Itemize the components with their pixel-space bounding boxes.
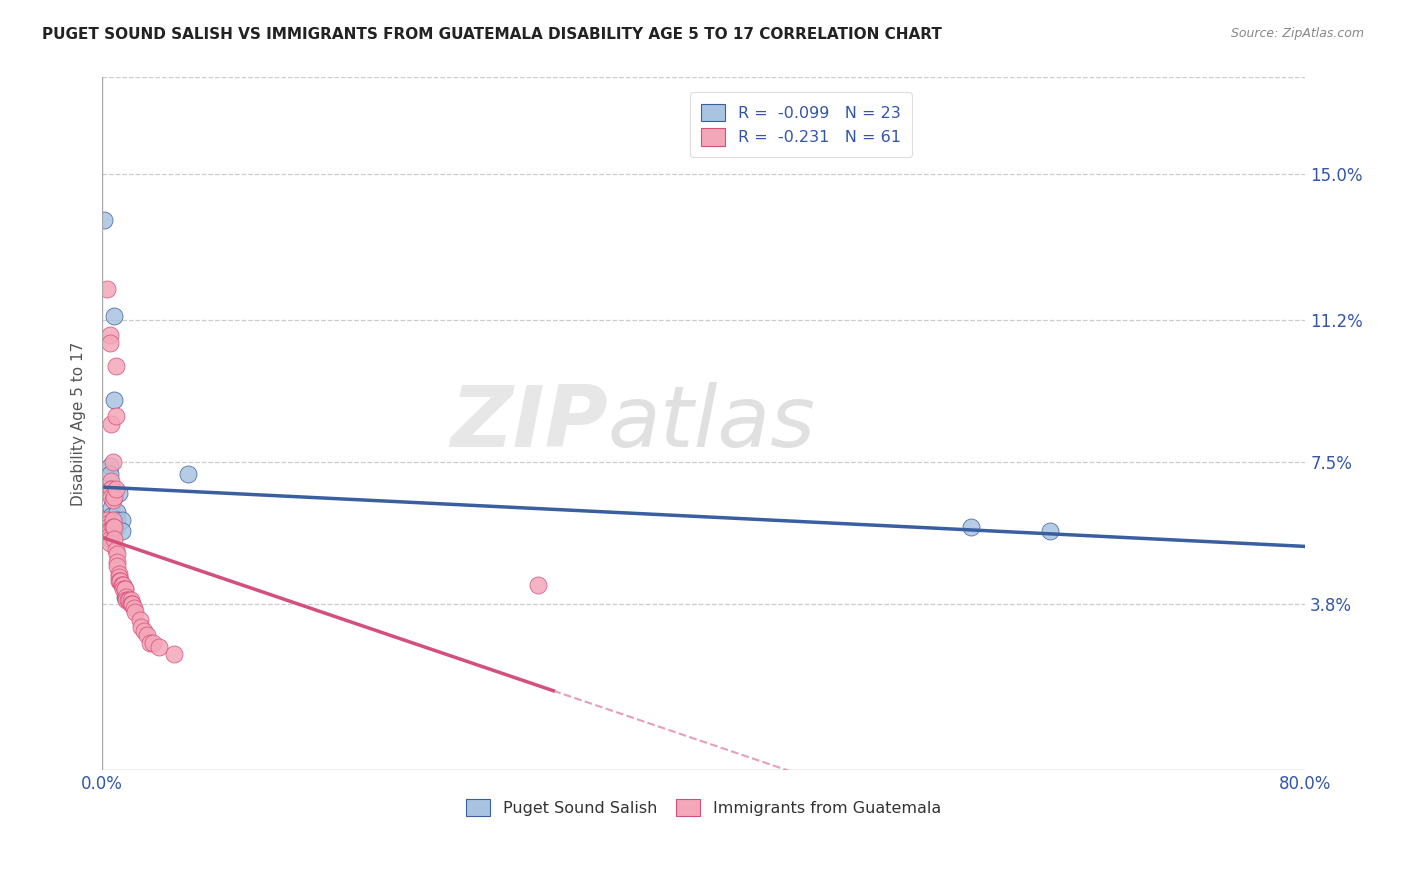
Point [960, 520, 983, 534]
Point [105, 505, 128, 519]
Point [114, 582, 136, 596]
Point [100, 501, 122, 516]
Text: Source: ZipAtlas.com: Source: ZipAtlas.com [1230, 27, 1364, 40]
Point [103, 513, 125, 527]
Point [117, 593, 139, 607]
Point [105, 520, 128, 534]
Point [105, 555, 128, 569]
Point [97, 520, 120, 534]
Point [120, 597, 142, 611]
Point [120, 593, 142, 607]
Point [112, 578, 135, 592]
Point [163, 648, 186, 662]
Point [100, 490, 122, 504]
Point [110, 574, 132, 589]
Point [527, 578, 550, 592]
Point [104, 543, 127, 558]
Point [118, 593, 141, 607]
Point [96, 516, 118, 531]
Point [98, 532, 121, 546]
Point [105, 547, 128, 561]
Point [98, 458, 121, 473]
Point [122, 601, 145, 615]
Point [114, 590, 136, 604]
Point [98, 335, 121, 350]
Point [103, 490, 125, 504]
Point [100, 474, 122, 488]
Point [177, 467, 200, 481]
Point [105, 558, 128, 573]
Point [104, 359, 127, 373]
Point [136, 628, 159, 642]
Point [101, 513, 124, 527]
Point [121, 597, 143, 611]
Point [112, 582, 135, 596]
Point [107, 485, 129, 500]
Point [131, 620, 153, 634]
Point [96, 282, 118, 296]
Point [100, 508, 122, 523]
Point [110, 574, 132, 589]
Text: ZIP: ZIP [450, 382, 607, 465]
Point [98, 328, 121, 343]
Point [103, 309, 125, 323]
Point [107, 566, 129, 581]
Point [97, 524, 120, 539]
Text: PUGET SOUND SALISH VS IMMIGRANTS FROM GUATEMALA DISABILITY AGE 5 TO 17 CORRELATI: PUGET SOUND SALISH VS IMMIGRANTS FROM GU… [42, 27, 942, 42]
Point [101, 513, 124, 527]
Point [100, 417, 122, 431]
Point [115, 593, 138, 607]
Point [121, 597, 143, 611]
Y-axis label: Disability Age 5 to 17: Disability Age 5 to 17 [72, 342, 86, 506]
Point [111, 524, 134, 539]
Point [111, 513, 134, 527]
Point [111, 578, 134, 592]
Point [104, 482, 127, 496]
Point [100, 482, 122, 496]
Point [139, 636, 162, 650]
Point [98, 535, 121, 549]
Point [107, 570, 129, 584]
Point [97, 524, 120, 539]
Point [115, 590, 138, 604]
Point [101, 485, 124, 500]
Point [103, 393, 125, 408]
Point [93, 212, 115, 227]
Point [103, 520, 125, 534]
Point [101, 520, 124, 534]
Point [103, 524, 125, 539]
Point [128, 613, 150, 627]
Point [103, 532, 125, 546]
Point [101, 493, 124, 508]
Point [1039, 524, 1062, 539]
Point [98, 467, 121, 481]
Point [111, 578, 134, 592]
Point [107, 574, 129, 589]
Point [104, 513, 127, 527]
Point [134, 624, 156, 639]
Point [96, 513, 118, 527]
Point [104, 409, 127, 423]
Point [105, 513, 128, 527]
Point [100, 482, 122, 496]
Point [148, 640, 170, 654]
Text: atlas: atlas [607, 382, 815, 465]
Legend: Puget Sound Salish, Immigrants from Guatemala: Puget Sound Salish, Immigrants from Guat… [458, 790, 949, 824]
Point [98, 524, 121, 539]
Point [101, 455, 124, 469]
Point [114, 582, 136, 596]
Point [115, 590, 138, 604]
Point [142, 636, 165, 650]
Point [124, 605, 146, 619]
Point [98, 528, 121, 542]
